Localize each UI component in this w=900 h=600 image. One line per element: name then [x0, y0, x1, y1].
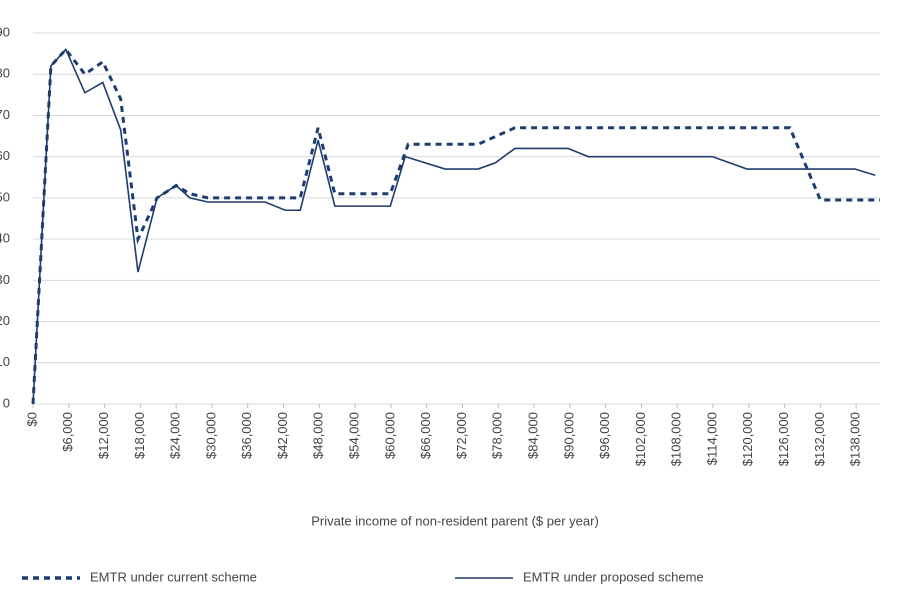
x-tick-label: $48,000 — [311, 412, 326, 459]
y-tick-label: 10 — [0, 354, 10, 369]
y-tick-label: 70 — [0, 107, 10, 122]
x-tick-label: $42,000 — [275, 412, 290, 459]
x-tick-label: $12,000 — [96, 412, 111, 459]
x-tick-label: $102,000 — [633, 412, 648, 466]
legend-label: EMTR under proposed scheme — [523, 569, 704, 584]
y-tick-label: 90 — [0, 24, 10, 39]
y-tick-label: 30 — [0, 272, 10, 287]
y-tick-label: 60 — [0, 148, 10, 163]
x-tick-label: $84,000 — [525, 412, 540, 459]
x-tick-label: $66,000 — [418, 412, 433, 459]
x-tick-label: $72,000 — [454, 412, 469, 459]
y-tick-label: 40 — [0, 231, 10, 246]
x-tick-label: $0 — [24, 412, 39, 426]
data-line — [31, 47, 880, 405]
x-tick-label: $60,000 — [382, 412, 397, 459]
x-axis-title: Private income of non-resident parent ($… — [311, 513, 599, 528]
x-tick-label: $126,000 — [776, 412, 791, 466]
x-tick-label: $78,000 — [490, 412, 505, 459]
x-tick-label: $108,000 — [669, 412, 684, 466]
y-tick-label: 20 — [0, 313, 10, 328]
y-tick-label: 50 — [0, 189, 10, 204]
x-tick-label: $30,000 — [203, 412, 218, 459]
x-tick-label: $114,000 — [704, 412, 719, 465]
x-tick-label: $6,000 — [60, 412, 75, 452]
x-tick-label: $54,000 — [347, 412, 362, 459]
x-tick-label: $90,000 — [561, 412, 576, 459]
x-tick-label: $24,000 — [168, 412, 183, 459]
y-tick-label: 80 — [0, 66, 10, 81]
x-tick-label: $120,000 — [740, 412, 755, 466]
legend-label: EMTR under current scheme — [90, 569, 257, 584]
x-tick-label: $132,000 — [812, 412, 827, 466]
x-tick-label: $138,000 — [848, 412, 863, 466]
x-tick-label: $18,000 — [132, 412, 147, 459]
data-line — [32, 48, 876, 405]
y-tick-label: 0 — [3, 395, 10, 410]
x-tick-label: $96,000 — [597, 412, 612, 459]
x-tick-label: $36,000 — [239, 412, 254, 459]
